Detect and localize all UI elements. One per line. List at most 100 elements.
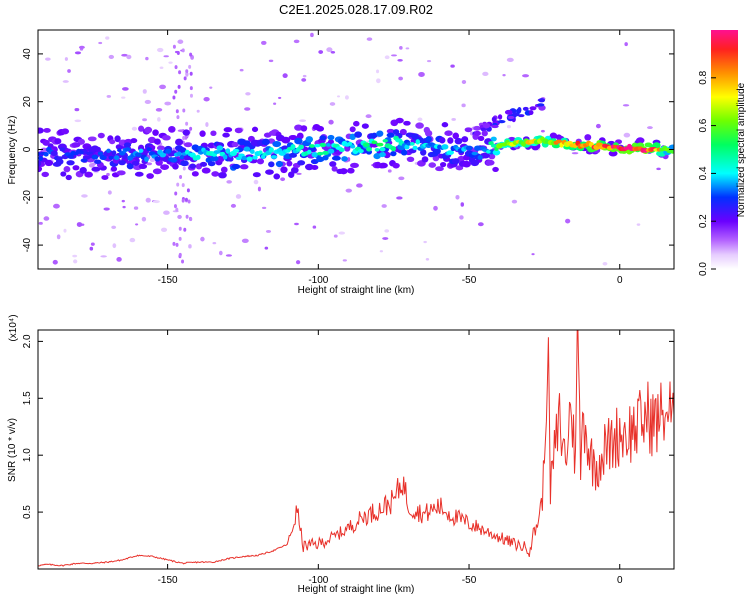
heatmap-cell [165,148,172,154]
heatmap-cell [89,246,94,251]
heatmap-cell [353,120,360,127]
heatmap-cell [62,80,69,83]
heatmap-cell [304,163,314,171]
heatmap-cell [326,47,333,53]
heatmap-cell [38,127,44,134]
heatmap-cell [410,142,415,146]
heatmap-cell [146,147,152,152]
heatmap-cell [330,50,336,54]
heatmap-cell [177,214,182,220]
heatmap-cell [188,64,192,69]
heatmap-cell [538,98,546,103]
heatmap-cell [189,71,193,76]
heatmap-cell [218,171,227,179]
heatmap-cell [225,148,231,154]
heatmap-cell [126,54,132,60]
heatmap-cell [382,237,389,240]
heatmap-cell [417,117,423,122]
heatmap-cell [191,171,199,177]
heatmap-cell [584,134,592,141]
heatmap-cell [181,198,185,203]
heatmap-cell [425,136,432,143]
heatmap-cell [108,54,115,60]
heatmap-cell [63,166,71,173]
heatmap-cell [497,120,506,124]
heatmap-cell [38,221,43,225]
heatmap-cell [280,166,288,174]
heatmap-cell [354,131,362,138]
heatmap-marks [38,32,674,266]
heatmap-cell [474,145,481,151]
heatmap-cell [176,151,182,157]
heatmap-cell [302,74,307,78]
heatmap-cell [382,138,388,143]
heatmap-cell [406,156,415,162]
heatmap-cell [477,155,483,160]
heatmap-cell [357,148,364,154]
heatmap-cell [293,39,300,44]
heatmap-cell [56,156,64,160]
heatmap-cell [540,129,545,133]
heatmap-cell [246,156,253,162]
heatmap-cell [282,73,288,79]
heatmap-cell [492,166,499,172]
heatmap-x-ticks: -150 -100 -50 0 [158,30,623,286]
heatmap-cell [43,216,50,221]
heatmap-cell [329,102,336,106]
heatmap-cell [145,56,149,61]
heatmap-cell [656,167,661,171]
heatmap-cell [76,222,83,227]
heatmap-cell [301,78,307,82]
heatmap-cell [149,158,156,163]
heatmap-cell [239,164,249,170]
heatmap-cell [492,149,501,156]
heatmap-cell [123,142,132,148]
heatmap-cell [268,59,274,63]
heatmap-cell [424,130,433,137]
heatmap-cell [213,150,221,155]
heatmap-cell [647,126,653,130]
heatmap-cell [138,148,144,153]
heatmap-cell [398,76,403,81]
heatmap-cell [670,150,674,154]
heatmap-cell [205,122,209,127]
heatmap-cell [113,155,120,161]
heatmap-cell [310,32,314,38]
heatmap-cell [177,84,181,89]
heatmap-cell [80,158,88,163]
heatmap-cell [384,55,390,60]
heatmap-cell [74,51,82,55]
heatmap-cell [296,172,302,175]
heatmap-cell [373,153,381,160]
heatmap-cell [138,125,145,132]
snr-frame [37,329,675,570]
heatmap-cell [342,259,347,262]
heatmap-cell [110,166,118,172]
heatmap-cell [180,160,189,167]
heatmap-cell [133,206,139,210]
heatmap-cell [81,194,88,198]
heatmap-y-tick-label: 20 [22,96,33,108]
heatmap-cell [518,114,525,118]
heatmap-cell [94,146,101,152]
heatmap-cell [491,124,499,129]
heatmap-cell [488,153,496,160]
heatmap-cell [421,156,429,163]
heatmap-cell [152,200,160,204]
heatmap-cell [459,215,464,220]
heatmap-x-tick-label: -100 [308,275,328,286]
heatmap-cell [178,70,182,75]
heatmap-cell [160,227,168,233]
heatmap-cell [234,127,243,134]
colorbar-label: Normalized spectral amplitude [736,82,747,217]
heatmap-cell [415,122,424,129]
heatmap-cell [185,72,189,77]
heatmap-cell [168,61,173,64]
heatmap-cell [244,107,251,111]
heatmap-cell [42,139,50,146]
heatmap-cell [327,134,335,141]
heatmap-cell [94,159,102,165]
snr-x-tick-label: 0 [617,575,623,586]
heatmap-cell [138,163,148,169]
heatmap-cell [243,140,251,147]
